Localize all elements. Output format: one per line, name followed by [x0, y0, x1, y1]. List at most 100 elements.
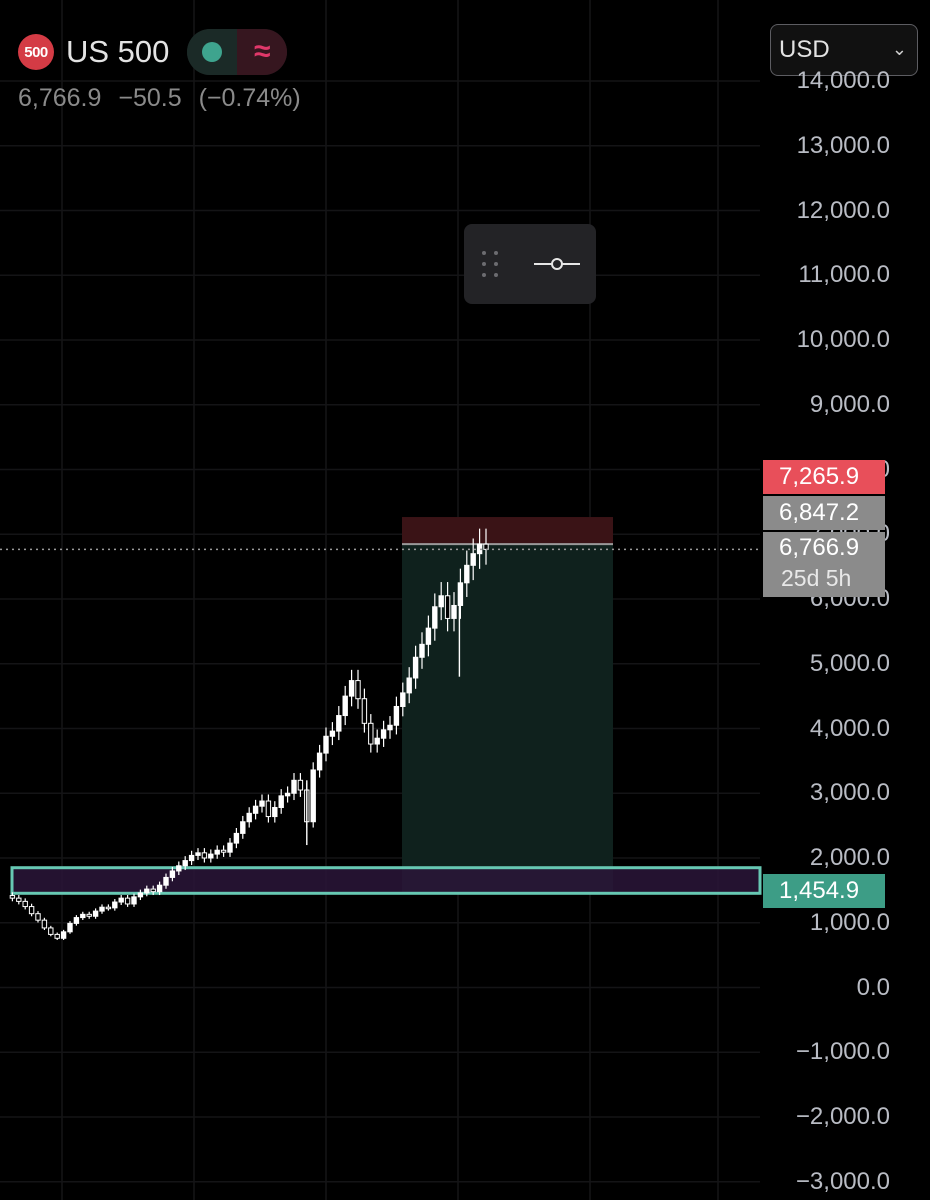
y-tick-label: 9,000.0	[809, 390, 890, 418]
candle-body	[470, 553, 476, 566]
candle-body	[336, 715, 342, 732]
candle-body	[9, 895, 16, 899]
candle-body	[195, 852, 201, 856]
candle-body	[156, 884, 163, 893]
candle-body	[310, 769, 316, 823]
candle-body	[137, 892, 144, 898]
candle-body	[387, 724, 393, 731]
y-tick-label: 3,000.0	[809, 779, 890, 807]
candle-body	[208, 853, 214, 859]
candle-body	[432, 606, 438, 629]
y-tick-label: 11,000.0	[798, 261, 890, 289]
quote-line: 6,766.9 −50.5 (−0.74%)	[18, 84, 311, 113]
support-zone-box[interactable]	[10, 866, 762, 895]
candle-body	[16, 897, 22, 902]
candle-body	[278, 795, 284, 808]
y-tick-label: 10,000.0	[796, 326, 890, 353]
candle-body	[105, 906, 112, 910]
y-tick-label: −3,000.0	[795, 1167, 890, 1195]
chevron-down-icon: ⌄	[891, 39, 907, 59]
entry-level-label: 6,847.2	[763, 496, 885, 530]
candle-body	[393, 705, 400, 726]
currency-select[interactable]: USD ⌄	[770, 24, 918, 76]
candle-body	[60, 931, 67, 939]
y-tick-label: 12,000.0	[796, 196, 890, 224]
candle-body	[240, 821, 246, 834]
candle-body	[246, 812, 252, 823]
candle-body	[457, 582, 464, 606]
candle-body	[406, 677, 412, 694]
candle-body	[214, 849, 220, 855]
candle-body	[118, 897, 124, 903]
y-tick-label: 4,000.0	[809, 714, 890, 742]
currency-value: USD	[779, 36, 830, 63]
candle-body	[227, 842, 233, 853]
candle-body	[124, 897, 131, 905]
candle-body	[28, 906, 35, 915]
candle-body	[22, 900, 28, 908]
candle-body	[265, 800, 272, 818]
candle-body	[86, 913, 92, 917]
candle-body	[112, 901, 118, 909]
candle-body	[323, 735, 329, 754]
target-level-label: 1,454.9	[763, 874, 885, 908]
candle-body	[233, 832, 240, 844]
symbol-header[interactable]: 500 US 500 ≈	[18, 29, 288, 75]
price-change-percent: (−0.74%)	[198, 84, 301, 112]
candle-body	[73, 917, 80, 924]
candle-body	[329, 730, 336, 737]
y-tick-label: 1,000.0	[809, 908, 890, 936]
y-tick-label: 5,000.0	[809, 649, 890, 677]
candle-body	[374, 737, 380, 745]
y-tick-label: −1,000.0	[795, 1038, 890, 1066]
market-open-indicator	[187, 29, 238, 75]
countdown-label: 25d 5h	[763, 562, 885, 597]
floating-drawing-toolbar[interactable]	[464, 224, 596, 304]
candle-body	[99, 906, 105, 912]
candle-body	[252, 805, 259, 814]
candle-body	[483, 543, 489, 550]
status-dot-icon	[202, 42, 223, 62]
market-status-pill[interactable]: ≈	[187, 29, 288, 75]
y-tick-label: 2,000.0	[809, 844, 890, 871]
candle-body	[259, 800, 265, 807]
candle-body	[176, 865, 182, 872]
horizontal-line-tool-icon[interactable]	[534, 256, 580, 272]
candle-body	[48, 927, 54, 935]
candle-body	[400, 692, 406, 707]
candle-body	[444, 595, 451, 619]
candle-body	[188, 854, 195, 862]
candle-body	[92, 910, 99, 917]
take-profit-zone[interactable]	[402, 544, 613, 894]
candle-body	[438, 595, 444, 608]
candle-body	[291, 779, 297, 794]
stop-level-label: 7,265.9	[763, 460, 885, 494]
candle-body	[297, 779, 304, 791]
candle-body	[201, 852, 208, 859]
y-tick-label: 0.0	[856, 973, 890, 1001]
candle-body	[272, 806, 278, 818]
candle-body	[348, 680, 355, 697]
candle-body	[464, 564, 470, 584]
candle-body	[41, 919, 48, 929]
y-tick-label: 13,000.0	[796, 131, 890, 159]
y-tick-label: 14,000.0	[796, 67, 890, 94]
candle-body	[131, 896, 137, 905]
drag-handle-icon[interactable]	[482, 251, 500, 277]
candle-body	[67, 922, 73, 933]
stop-loss-zone[interactable]	[402, 517, 613, 545]
candlestick-series	[9, 528, 489, 941]
price-change: −50.5	[118, 84, 182, 112]
candle-body	[342, 695, 348, 717]
candle-body	[380, 729, 387, 739]
candle-body	[182, 860, 188, 867]
symbol-name[interactable]: US 500	[66, 34, 170, 69]
candle-body	[361, 698, 368, 724]
candle-body	[412, 656, 419, 679]
current-price-label: 6,766.9	[763, 532, 885, 562]
candle-body	[220, 849, 227, 853]
candle-body	[169, 870, 176, 878]
symbol-badge: 500	[18, 34, 54, 70]
candle-body	[355, 680, 361, 700]
